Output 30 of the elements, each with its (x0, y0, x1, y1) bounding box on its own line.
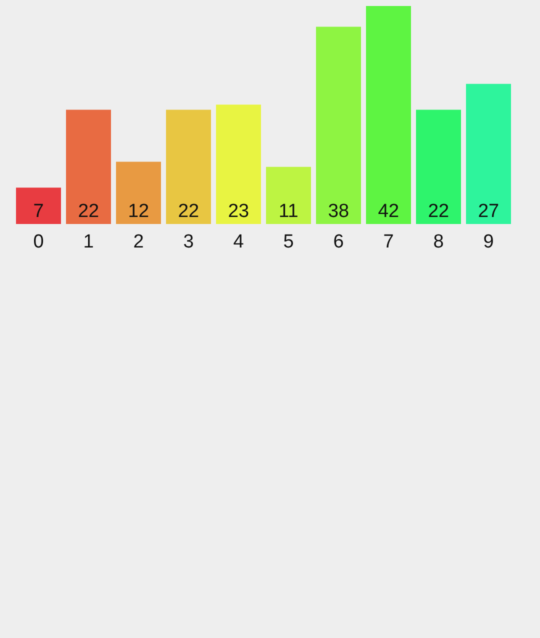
data-label: 11 (278, 201, 298, 222)
x-tick-label: 3 (183, 232, 194, 252)
data-label: 22 (178, 201, 200, 222)
x-tick-label: 7 (383, 232, 394, 252)
data-label: 38 (328, 201, 350, 222)
data-label: 7 (33, 201, 44, 222)
bar (466, 84, 511, 224)
bar (116, 162, 161, 224)
x-tick-label: 2 (133, 232, 144, 252)
x-tick-label: 5 (283, 232, 294, 252)
data-label: 12 (128, 201, 150, 222)
bar (366, 6, 411, 224)
x-tick-label: 1 (83, 232, 94, 252)
bar (166, 110, 211, 224)
x-tick-label: 8 (433, 232, 444, 252)
bar (316, 26, 361, 224)
x-tick-label: 6 (333, 232, 344, 252)
x-tick-label: 0 (33, 232, 44, 252)
bar (416, 110, 461, 224)
bar (16, 188, 61, 224)
data-label: 42 (378, 201, 400, 222)
bar (216, 104, 261, 224)
bar (266, 166, 311, 224)
bar (66, 110, 111, 224)
data-label: 23 (228, 201, 250, 222)
data-label: 22 (78, 201, 100, 222)
x-tick-label: 9 (483, 232, 494, 252)
data-label: 22 (428, 201, 450, 222)
data-label: 27 (478, 201, 500, 222)
x-tick-label: 4 (233, 232, 244, 252)
